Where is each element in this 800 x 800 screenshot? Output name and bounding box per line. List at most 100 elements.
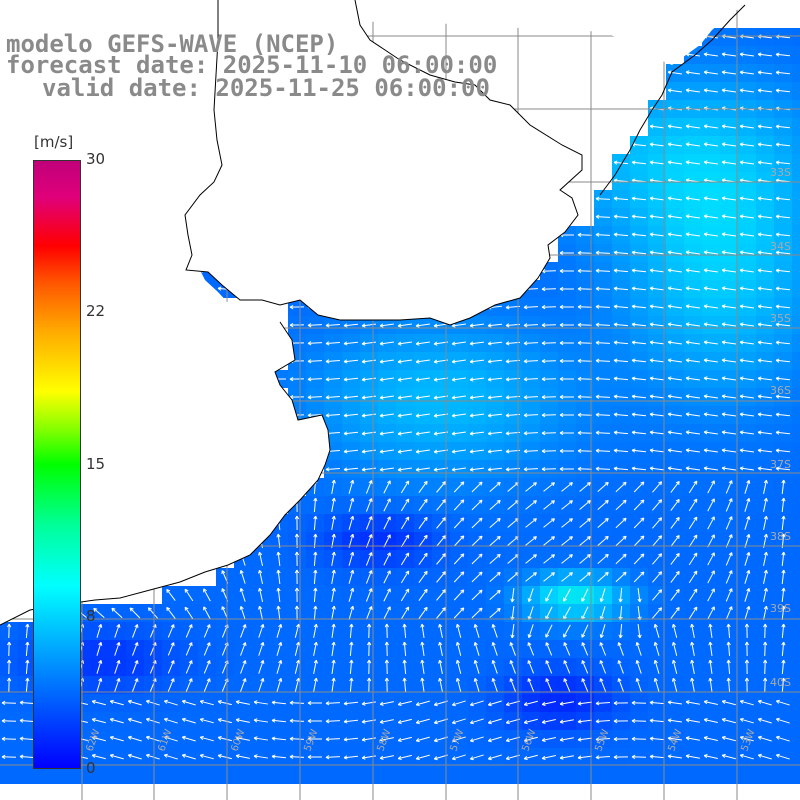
wind-arrow — [652, 499, 663, 511]
wind-arrow — [775, 88, 791, 93]
wind-arrow — [109, 735, 124, 742]
wind-arrow — [240, 624, 247, 638]
wind-arrow — [631, 214, 647, 219]
wind-cell — [792, 352, 800, 370]
wind-arrow — [96, 659, 103, 674]
wind-arrow — [469, 413, 485, 418]
wind-arrow — [739, 214, 755, 219]
wind-arrow — [618, 623, 623, 639]
wind-arrow — [289, 736, 305, 741]
wind-arrow — [721, 142, 736, 147]
wind-arrow — [757, 466, 773, 471]
wind-arrow — [25, 677, 30, 693]
wind-arrow — [415, 754, 430, 761]
wind-arrow — [294, 641, 301, 656]
wind-arrow — [559, 755, 574, 760]
wind-cell — [414, 766, 432, 784]
wind-arrow — [685, 286, 700, 291]
wind-arrow — [775, 124, 791, 129]
wind-arrow — [365, 588, 373, 602]
wind-arrow — [545, 678, 553, 692]
wind-arrow — [775, 358, 791, 363]
wind-arrow — [361, 431, 377, 436]
wind-arrow — [487, 718, 502, 725]
wind-arrow — [559, 412, 575, 418]
wind-arrow — [294, 515, 300, 531]
wind-arrow — [525, 554, 537, 564]
wind-arrow — [631, 232, 647, 237]
wind-arrow — [469, 449, 485, 454]
wind-arrow — [613, 448, 629, 453]
wind-arrow — [703, 160, 718, 165]
wind-arrow — [469, 467, 485, 472]
wind-arrow — [671, 677, 678, 692]
wind-arrow — [379, 359, 395, 364]
wind-cell — [774, 766, 792, 784]
wind-arrow — [379, 377, 395, 382]
wind-arrow — [667, 466, 683, 471]
wind-arrow — [145, 753, 160, 760]
wind-arrow — [289, 322, 305, 328]
wind-arrow — [415, 467, 430, 472]
coastline — [0, 0, 746, 626]
wind-arrow — [559, 340, 575, 346]
wind-arrow — [505, 736, 520, 743]
wind-arrow — [631, 448, 647, 453]
wind-arrow — [633, 571, 645, 583]
wind-arrow — [631, 700, 647, 705]
wind-arrow — [505, 718, 520, 725]
wind-arrow — [649, 232, 665, 237]
wind-arrow — [721, 699, 736, 706]
wind-arrow — [453, 607, 465, 619]
wind-cell — [594, 766, 612, 784]
wind-arrow — [744, 515, 751, 530]
wind-arrow — [757, 717, 772, 724]
wind-arrow — [313, 569, 318, 585]
wind-arrow — [491, 678, 498, 692]
wind-arrow — [93, 607, 105, 618]
wind-arrow — [185, 624, 193, 638]
wind-arrow — [633, 517, 645, 529]
wind-cell — [630, 766, 648, 784]
wind-arrow — [91, 717, 106, 724]
wind-arrow — [649, 304, 665, 309]
wind-arrow — [739, 735, 754, 742]
wind-arrow — [649, 700, 665, 705]
wind-arrow — [331, 587, 336, 602]
wind-arrow — [617, 678, 624, 692]
wind-arrow — [307, 700, 323, 706]
wind-arrow — [781, 641, 786, 657]
wind-arrow — [361, 755, 376, 760]
wind-arrow — [595, 304, 611, 309]
wind-arrow — [595, 466, 611, 471]
wind-arrow — [631, 304, 647, 309]
wind-arrow — [577, 322, 593, 327]
wind-arrow — [436, 535, 446, 547]
wind-arrow — [721, 286, 736, 291]
wind-cell — [396, 766, 414, 784]
colorbar-tick-8: 8 — [86, 607, 96, 625]
wind-arrow — [469, 377, 485, 382]
wind-arrow — [597, 499, 609, 510]
wind-arrow — [325, 467, 341, 472]
wind-arrow — [313, 623, 318, 638]
wind-arrow — [577, 376, 593, 381]
wind-arrow — [235, 736, 250, 741]
wind-cell — [792, 442, 800, 460]
wind-cell — [540, 766, 558, 784]
wind-cell — [180, 766, 198, 784]
wind-arrow — [688, 498, 698, 512]
wind-arrow — [744, 479, 751, 494]
wind-arrow — [763, 497, 768, 512]
wind-arrow — [271, 736, 287, 741]
wind-arrow — [613, 160, 629, 165]
wind-cell — [738, 766, 756, 784]
wind-arrow — [721, 322, 736, 327]
wind-arrow — [543, 572, 555, 582]
wind-arrow — [487, 395, 503, 400]
wind-cell — [342, 766, 360, 784]
wind-arrow — [325, 413, 341, 418]
wind-arrow — [541, 701, 556, 706]
wind-arrow — [543, 536, 555, 546]
wind-arrow — [240, 678, 247, 692]
